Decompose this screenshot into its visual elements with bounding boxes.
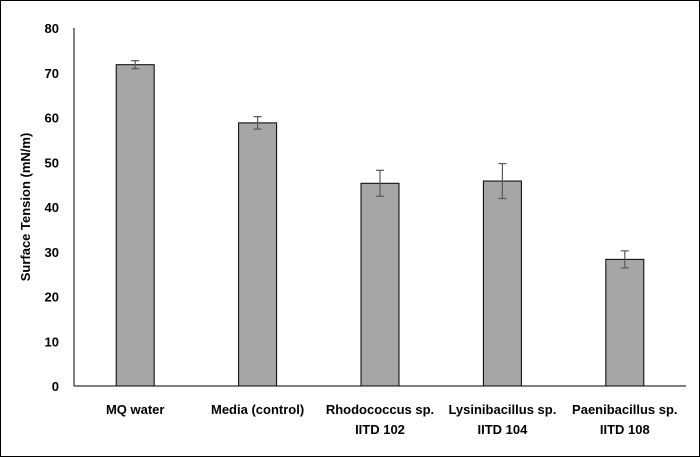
- y-tick-label: 0: [52, 379, 59, 394]
- y-tick-label: 40: [45, 200, 59, 215]
- y-tick-label: 70: [45, 66, 59, 81]
- bar: [360, 182, 400, 387]
- bar: [482, 180, 522, 387]
- y-axis-ticks: 0 10 20 30 40 50 60 70 80: [45, 21, 59, 394]
- y-axis-title: Surface Tension (mN/m): [18, 133, 33, 282]
- bar: [115, 64, 155, 387]
- x-category-label: Media (control): [211, 402, 304, 417]
- y-tick-label: 60: [45, 111, 59, 126]
- y-tick-label: 30: [45, 245, 59, 260]
- x-category-label: Lysinibacillus sp.: [448, 402, 556, 417]
- error-bar: [131, 60, 140, 70]
- x-category-label: Rhodococcus sp.: [326, 402, 434, 417]
- error-bars-group: [131, 60, 629, 269]
- x-category-label: MQ water: [106, 402, 165, 417]
- x-axis-labels: MQ water Media (control) Rhodococcus sp. II…: [106, 402, 678, 437]
- bar: [238, 122, 278, 387]
- error-bar: [253, 116, 262, 130]
- error-bar: [498, 162, 507, 200]
- y-tick-label: 80: [45, 21, 59, 36]
- y-tick-label: 20: [45, 290, 59, 305]
- y-tick-label: 50: [45, 155, 59, 170]
- x-category-label: IITD 104: [477, 422, 528, 437]
- error-bar: [376, 169, 384, 197]
- y-tick-label: 10: [45, 334, 59, 349]
- x-category-label: IITD 108: [600, 422, 650, 437]
- x-category-label: Paenibacillus sp.: [572, 402, 678, 417]
- error-bar: [620, 250, 629, 269]
- bar: [605, 258, 645, 387]
- x-category-label: IITD 102: [355, 422, 405, 437]
